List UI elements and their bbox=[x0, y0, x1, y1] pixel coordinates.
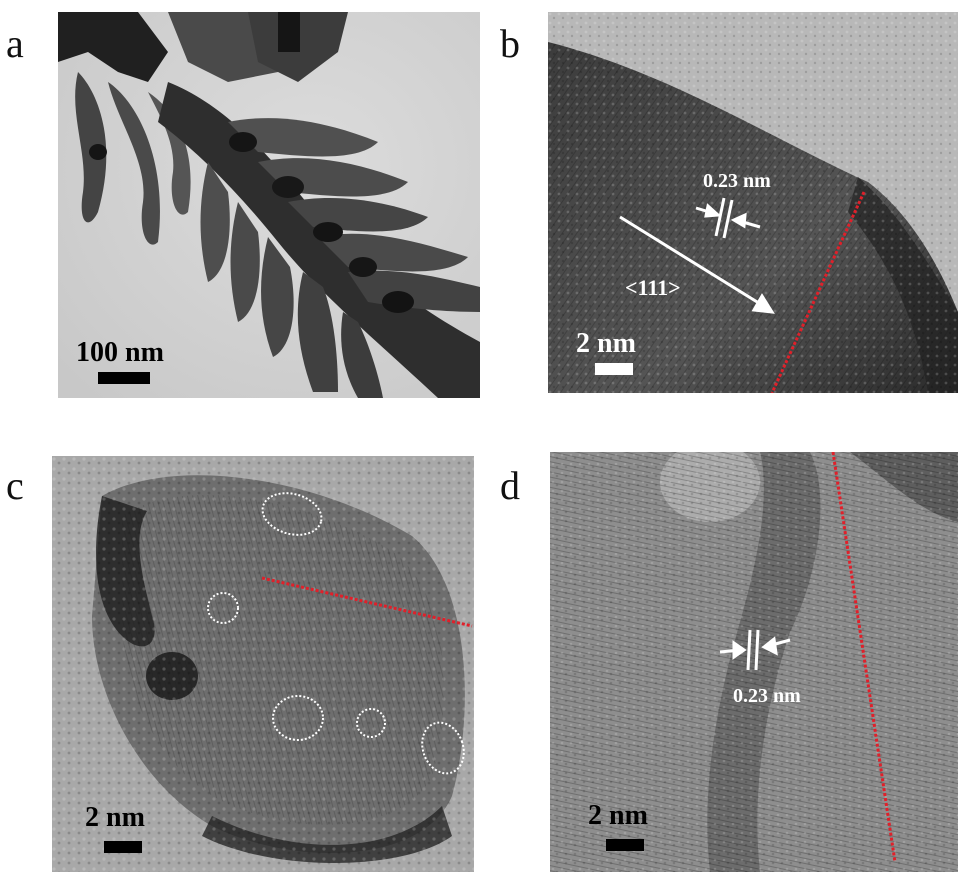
panel-b-boundary-line bbox=[770, 191, 866, 393]
panel-d-scale-label: 2 nm bbox=[588, 800, 648, 831]
panel-d-letter: d bbox=[500, 463, 520, 508]
panel-d-noise bbox=[550, 452, 958, 872]
panel-c-scale-label: 2 nm bbox=[85, 802, 145, 833]
panel-b-spacing-marker bbox=[695, 197, 761, 239]
panel-c-svg: 2 nm bbox=[52, 456, 474, 872]
panel-c-boundary-line bbox=[261, 576, 473, 628]
panel-d-image: 0.23 nm 2 nm bbox=[550, 452, 958, 872]
panel-d-spacing-label: 0.23 nm bbox=[733, 685, 801, 707]
defect-circle bbox=[261, 492, 323, 536]
defect-circle bbox=[272, 695, 324, 741]
panel-a-letter: a bbox=[6, 21, 24, 66]
panel-c-letter: c bbox=[6, 463, 24, 508]
panel-a-image: 100 nm bbox=[58, 12, 480, 398]
dendrite-structure bbox=[58, 12, 480, 398]
panel-b-image: 0.23 nm <111> 2 nm bbox=[548, 12, 958, 393]
panel-c-defect-circles bbox=[207, 492, 465, 775]
panel-d-svg: 0.23 nm 2 nm bbox=[550, 452, 958, 872]
panel-b-letter: b bbox=[500, 21, 520, 66]
panel-a-scale-label: 100 nm bbox=[76, 337, 164, 368]
panel-b-spacing-label: 0.23 nm bbox=[703, 170, 771, 192]
panel-b-scale-label: 2 nm bbox=[576, 328, 636, 359]
panel-c-noise bbox=[52, 456, 474, 872]
panel-b-scale-bar bbox=[595, 363, 633, 375]
panel-b-noise bbox=[548, 12, 958, 393]
defect-circle bbox=[207, 592, 239, 624]
panel-c-image: 2 nm bbox=[52, 456, 474, 872]
panel-b-svg: 0.23 nm <111> 2 nm bbox=[548, 12, 958, 393]
defect-circle bbox=[421, 721, 465, 775]
panel-a-svg: 100 nm bbox=[58, 12, 480, 398]
panel-d-spacing-marker bbox=[719, 629, 791, 671]
panel-c-scale-bar bbox=[104, 841, 142, 853]
panel-d-boundary-line bbox=[831, 452, 897, 863]
panel-b-direction-label: <111> bbox=[625, 275, 681, 300]
panel-d-scale-bar bbox=[606, 839, 644, 851]
panel-a-scale-bar bbox=[98, 372, 150, 384]
panel-b-direction-arrow bbox=[619, 215, 775, 314]
defect-circle bbox=[356, 708, 386, 738]
